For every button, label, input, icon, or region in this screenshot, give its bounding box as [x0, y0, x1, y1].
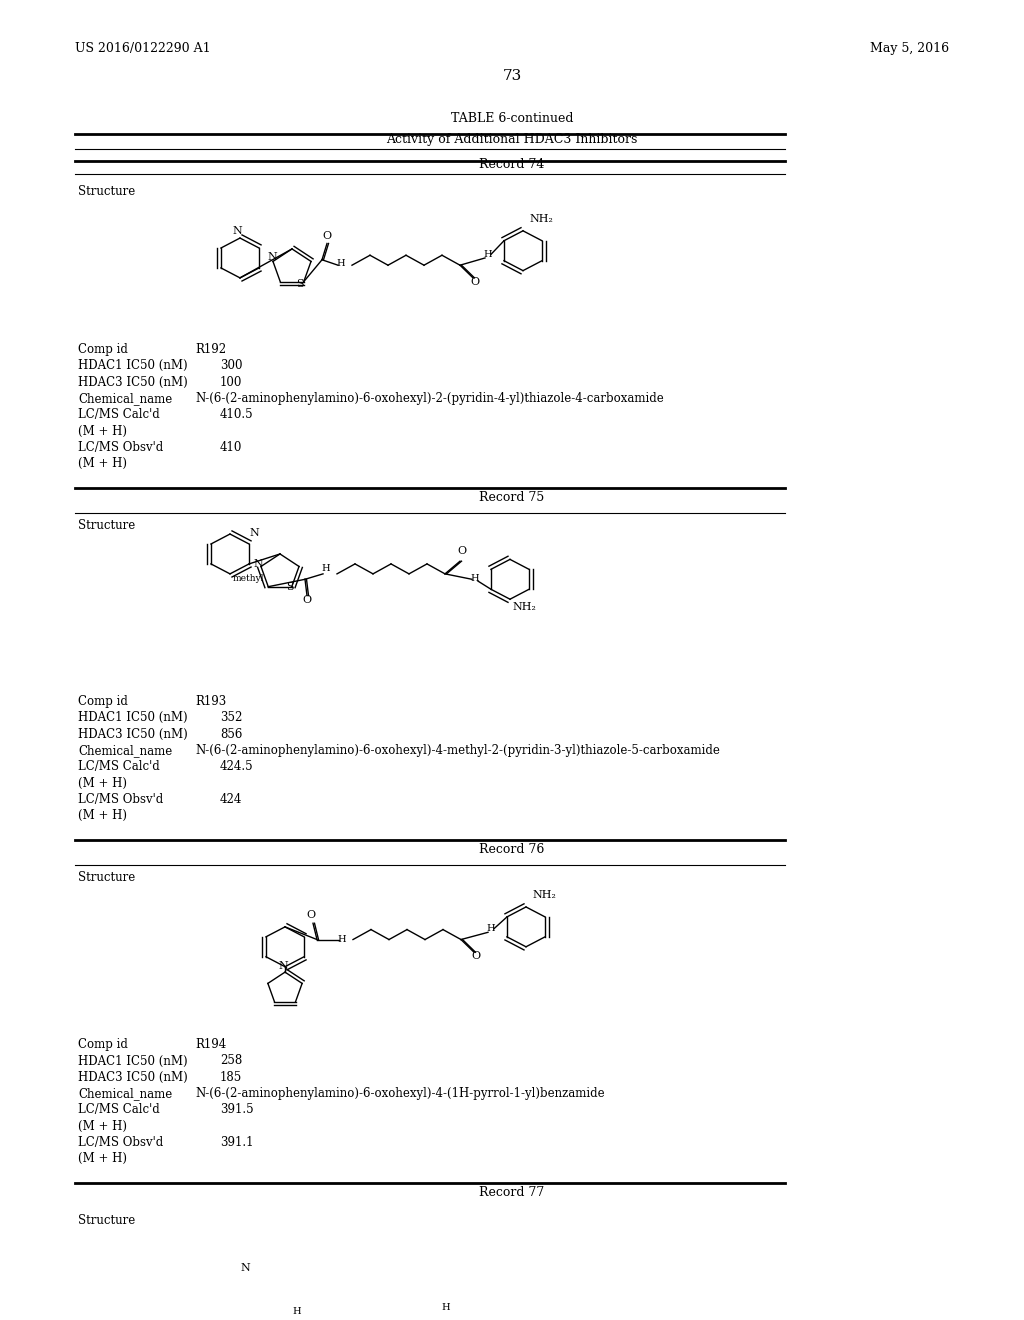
Text: N: N — [232, 227, 242, 236]
Text: NH₂: NH₂ — [529, 214, 553, 224]
Text: O: O — [458, 546, 467, 556]
Text: US 2016/0122290 A1: US 2016/0122290 A1 — [75, 42, 211, 55]
Text: May 5, 2016: May 5, 2016 — [870, 42, 949, 55]
Text: N: N — [253, 558, 263, 569]
Text: N: N — [279, 961, 288, 970]
Text: R192: R192 — [195, 343, 226, 356]
Text: O: O — [302, 595, 311, 605]
Text: Chemical_name: Chemical_name — [78, 392, 172, 405]
Text: LC/MS Calc'd: LC/MS Calc'd — [78, 408, 160, 421]
Text: S: S — [286, 582, 294, 593]
Text: LC/MS Calc'd: LC/MS Calc'd — [78, 760, 160, 774]
Text: LC/MS Obsv'd: LC/MS Obsv'd — [78, 793, 163, 807]
Text: Record 75: Record 75 — [479, 491, 545, 503]
Text: HDAC3 IC50 (nM): HDAC3 IC50 (nM) — [78, 1071, 187, 1084]
Text: NH₂: NH₂ — [532, 890, 556, 900]
Text: 73: 73 — [503, 69, 521, 83]
Text: Record 76: Record 76 — [479, 842, 545, 855]
Text: O: O — [471, 952, 480, 961]
Text: (M + H): (M + H) — [78, 809, 127, 822]
Text: H: H — [293, 1307, 301, 1316]
Text: (M + H): (M + H) — [78, 457, 127, 470]
Text: LC/MS Obsv'd: LC/MS Obsv'd — [78, 441, 163, 454]
Text: methyl: methyl — [232, 574, 264, 583]
Text: N-(6-(2-aminophenylamino)-6-oxohexyl)-2-(pyridin-4-yl)thiazole-4-carboxamide: N-(6-(2-aminophenylamino)-6-oxohexyl)-2-… — [195, 392, 664, 405]
Text: 258: 258 — [220, 1055, 243, 1068]
Text: LC/MS Calc'd: LC/MS Calc'd — [78, 1104, 160, 1117]
Text: Comp id: Comp id — [78, 1038, 128, 1051]
Text: Comp id: Comp id — [78, 343, 128, 356]
Text: NH₂: NH₂ — [512, 602, 536, 612]
Text: (M + H): (M + H) — [78, 1119, 127, 1133]
Text: Record 74: Record 74 — [479, 158, 545, 172]
Text: 410.5: 410.5 — [220, 408, 254, 421]
Text: O: O — [323, 231, 332, 242]
Text: H: H — [486, 924, 496, 933]
Text: N: N — [267, 252, 276, 261]
Text: 424.5: 424.5 — [220, 760, 254, 774]
Text: Structure: Structure — [78, 185, 135, 198]
Text: 856: 856 — [220, 727, 243, 741]
Text: 300: 300 — [220, 359, 243, 372]
Text: 424: 424 — [220, 793, 243, 807]
Text: S: S — [296, 279, 304, 289]
Text: HDAC1 IC50 (nM): HDAC1 IC50 (nM) — [78, 359, 187, 372]
Text: Chemical_name: Chemical_name — [78, 744, 172, 756]
Text: TABLE 6-continued: TABLE 6-continued — [451, 112, 573, 125]
Text: N-(6-(2-aminophenylamino)-6-oxohexyl)-4-(1H-pyrrol-1-yl)benzamide: N-(6-(2-aminophenylamino)-6-oxohexyl)-4-… — [195, 1088, 604, 1100]
Text: Comp id: Comp id — [78, 696, 128, 708]
Text: R194: R194 — [195, 1038, 226, 1051]
Text: Activity of Additional HDAC3 Inhibitors: Activity of Additional HDAC3 Inhibitors — [386, 133, 638, 147]
Text: H: H — [471, 574, 479, 583]
Text: Record 77: Record 77 — [479, 1185, 545, 1199]
Text: O: O — [470, 277, 479, 288]
Text: 185: 185 — [220, 1071, 243, 1084]
Text: N: N — [249, 528, 259, 537]
Text: 391.5: 391.5 — [220, 1104, 254, 1117]
Text: Structure: Structure — [78, 1214, 135, 1226]
Text: (M + H): (M + H) — [78, 1152, 127, 1166]
Text: H: H — [441, 1303, 451, 1312]
Text: H: H — [322, 564, 331, 573]
Text: 100: 100 — [220, 376, 243, 388]
Text: HDAC1 IC50 (nM): HDAC1 IC50 (nM) — [78, 711, 187, 725]
Text: H: H — [337, 259, 345, 268]
Text: HDAC3 IC50 (nM): HDAC3 IC50 (nM) — [78, 376, 187, 388]
Text: 352: 352 — [220, 711, 243, 725]
Text: H: H — [338, 936, 346, 944]
Text: N: N — [240, 1263, 250, 1272]
Text: 391.1: 391.1 — [220, 1137, 254, 1148]
Text: HDAC1 IC50 (nM): HDAC1 IC50 (nM) — [78, 1055, 187, 1068]
Text: O: O — [306, 909, 315, 920]
Text: (M + H): (M + H) — [78, 776, 127, 789]
Text: N-(6-(2-aminophenylamino)-6-oxohexyl)-4-methyl-2-(pyridin-3-yl)thiazole-5-carbox: N-(6-(2-aminophenylamino)-6-oxohexyl)-4-… — [195, 744, 720, 756]
Text: 410: 410 — [220, 441, 243, 454]
Text: Structure: Structure — [78, 871, 135, 883]
Text: R193: R193 — [195, 696, 226, 708]
Text: H: H — [483, 249, 493, 259]
Text: (M + H): (M + H) — [78, 425, 127, 437]
Text: LC/MS Obsv'd: LC/MS Obsv'd — [78, 1137, 163, 1148]
Text: HDAC3 IC50 (nM): HDAC3 IC50 (nM) — [78, 727, 187, 741]
Text: Chemical_name: Chemical_name — [78, 1088, 172, 1100]
Text: Structure: Structure — [78, 519, 135, 532]
